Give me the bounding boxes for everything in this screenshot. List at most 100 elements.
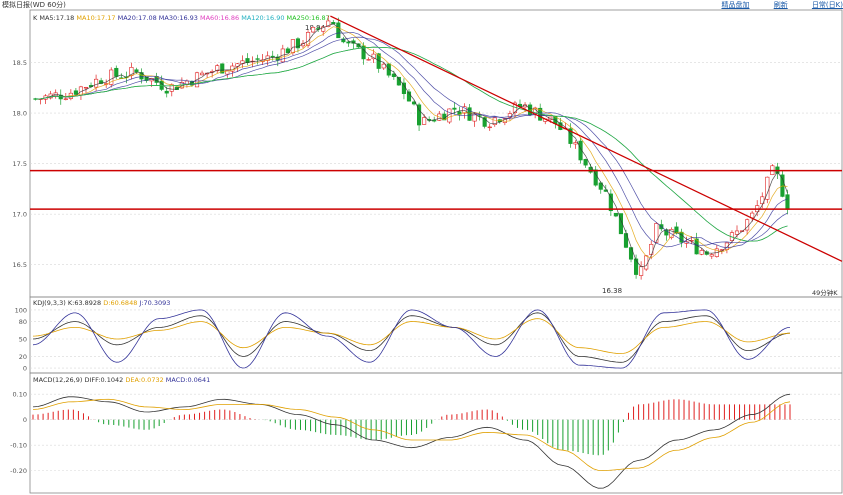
candle-body	[99, 80, 104, 84]
candle-body	[644, 255, 649, 270]
price-tick: 18.0	[13, 110, 27, 118]
kdj-lines	[32, 309, 791, 369]
candle-body	[255, 58, 260, 60]
candle-body	[270, 55, 275, 58]
candle-body	[134, 69, 139, 73]
macd-y-ticks: 0.10 0 -0.10 -0.20	[10, 391, 842, 475]
kdj-item: KDJ(9,3,3)	[33, 299, 66, 307]
candle-body	[724, 242, 729, 250]
top-links: 精品盘加 刷新 日常(日K)	[699, 0, 843, 10]
candle-body	[588, 166, 593, 173]
candle-body	[83, 87, 89, 89]
candle-body	[336, 22, 341, 39]
candle-body	[346, 41, 351, 44]
candle-body	[568, 128, 573, 144]
ma-item: MA250:16.87	[284, 14, 329, 22]
candle-body	[613, 212, 618, 217]
candle-body	[109, 69, 114, 85]
macd-panel-frame	[29, 372, 843, 494]
ma30-line	[35, 36, 788, 246]
candle-body	[674, 226, 679, 234]
ma10-line	[35, 26, 788, 259]
candle-body	[199, 72, 205, 76]
macd-tick: -0.10	[10, 442, 27, 450]
ma-item: K	[33, 14, 38, 22]
kdj-d-line	[32, 318, 791, 354]
trend-line	[330, 15, 843, 262]
kdj-tick: 0	[23, 365, 27, 373]
macd-item: MACD(12,26,9)	[33, 376, 82, 384]
macd-item: DIFF:0.1042	[82, 376, 123, 384]
candle-body	[406, 91, 412, 102]
price-tick: 18.5	[13, 59, 27, 67]
candle-body	[295, 38, 301, 49]
candle-body	[225, 70, 230, 75]
ma-item: MA5:17.18	[37, 14, 74, 22]
kdj-item: D:60.6848	[101, 299, 137, 307]
ma250-line	[35, 46, 788, 242]
candle-body	[492, 117, 497, 126]
kdj-panel-frame	[29, 296, 843, 374]
top-bar: 模拟日报(WD 60分) 精品盘加 刷新 日常(日K)	[0, 0, 843, 10]
candle-body	[649, 244, 654, 255]
link-daily[interactable]: 日常(日K)	[811, 1, 843, 9]
ma-item: MA60:16.86	[198, 14, 239, 22]
candle-body	[785, 194, 790, 210]
candle-body	[114, 67, 119, 77]
candle-body	[432, 119, 437, 122]
ma-item: MA120:16.90	[239, 14, 284, 22]
candle-body	[427, 119, 432, 121]
candle-body	[63, 98, 68, 100]
candle-body	[573, 142, 578, 145]
interval-label: 49分钟K	[812, 288, 838, 297]
kdj-k-line	[32, 312, 791, 363]
price-y-ticks: 18.5 18.0 17.5 17.0 16.5	[13, 59, 842, 269]
kdj-j-line	[32, 309, 791, 369]
price-panel-frame	[29, 9, 843, 298]
link-premium[interactable]: 精品盘加	[721, 1, 750, 9]
candle-body	[391, 73, 396, 78]
candle-body	[321, 26, 326, 32]
kdj-tick: 20	[19, 353, 27, 361]
link-refresh[interactable]: 刷新	[773, 1, 788, 9]
candle-body	[654, 223, 659, 243]
kdj-tick: 80	[19, 318, 27, 326]
candle-body	[603, 189, 608, 192]
macd-legend: MACD(12,26,9) DIFF:0.1042 DEA:0.0732 MAC…	[33, 376, 210, 384]
candle-body	[326, 20, 331, 27]
candle-body	[634, 258, 639, 275]
ma20-line	[35, 32, 788, 249]
candle-body	[366, 59, 371, 61]
ma5-line	[35, 23, 788, 268]
candle-body	[417, 104, 422, 126]
candle-body	[482, 117, 487, 127]
candle-body	[285, 48, 290, 54]
macd-dea-line	[32, 398, 791, 472]
macd-histogram	[32, 399, 791, 456]
candle-body	[664, 229, 669, 236]
ma-item: MA30:16.93	[157, 14, 198, 22]
kdj-tick: 50	[19, 336, 27, 344]
candle-body	[361, 45, 366, 60]
window-title: 模拟日报(WD 60分)	[2, 1, 66, 9]
candle-body	[164, 90, 169, 94]
candle-body	[639, 266, 644, 276]
level-lines	[30, 15, 843, 262]
high-label: 18.94	[305, 24, 326, 32]
candle-body	[709, 254, 714, 257]
candle-body	[452, 107, 457, 110]
kdj-tick: 100	[15, 306, 27, 314]
price-tick: 16.5	[13, 261, 27, 269]
candle-body	[356, 43, 361, 48]
kdj-item: J:70.3093	[137, 299, 170, 307]
candle-body	[598, 182, 603, 190]
chart-frames	[29, 9, 843, 494]
macd-lines	[32, 393, 791, 489]
macd-item: DEA:0.0732	[123, 376, 163, 384]
macd-tick: 0	[23, 416, 27, 424]
candle-body	[583, 159, 588, 166]
candle-body	[290, 39, 295, 54]
candle-body	[608, 193, 613, 212]
